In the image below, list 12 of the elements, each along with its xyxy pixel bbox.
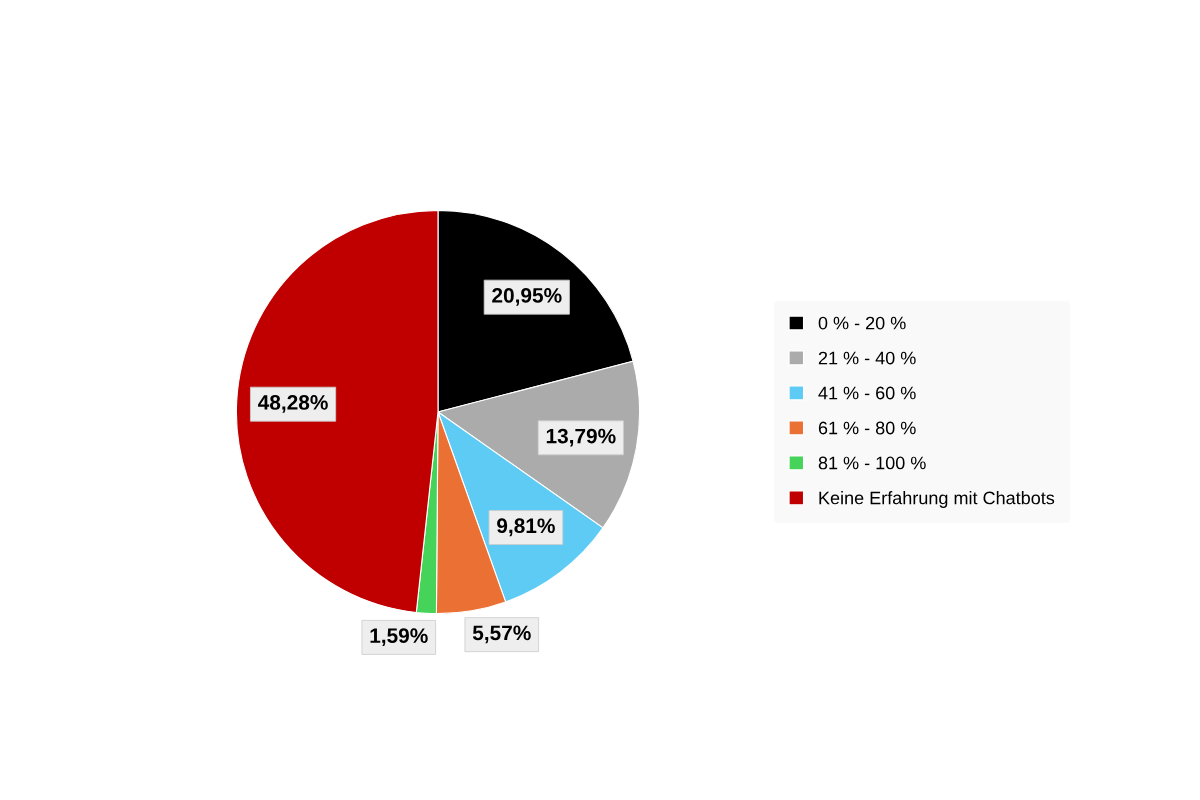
- data-label: 48,28%: [258, 395, 328, 413]
- legend-label: Keine Erfahrung mit Chatbots: [819, 491, 1055, 508]
- data-label: 5,57%: [472, 625, 531, 644]
- legend-label: 21 % - 40 %: [818, 351, 916, 365]
- legend-label: 81 % - 100 %: [818, 456, 926, 470]
- data-label: 20,95%: [492, 288, 562, 306]
- data-label: 9,81%: [497, 518, 555, 537]
- data-label: 13,79%: [546, 428, 616, 447]
- legend-label: 0 % - 20 %: [818, 316, 906, 330]
- legend-label: 61 % - 80 %: [818, 421, 916, 435]
- legend-label: 41 % - 60 %: [818, 386, 916, 400]
- data-label: 1,59%: [370, 628, 428, 647]
